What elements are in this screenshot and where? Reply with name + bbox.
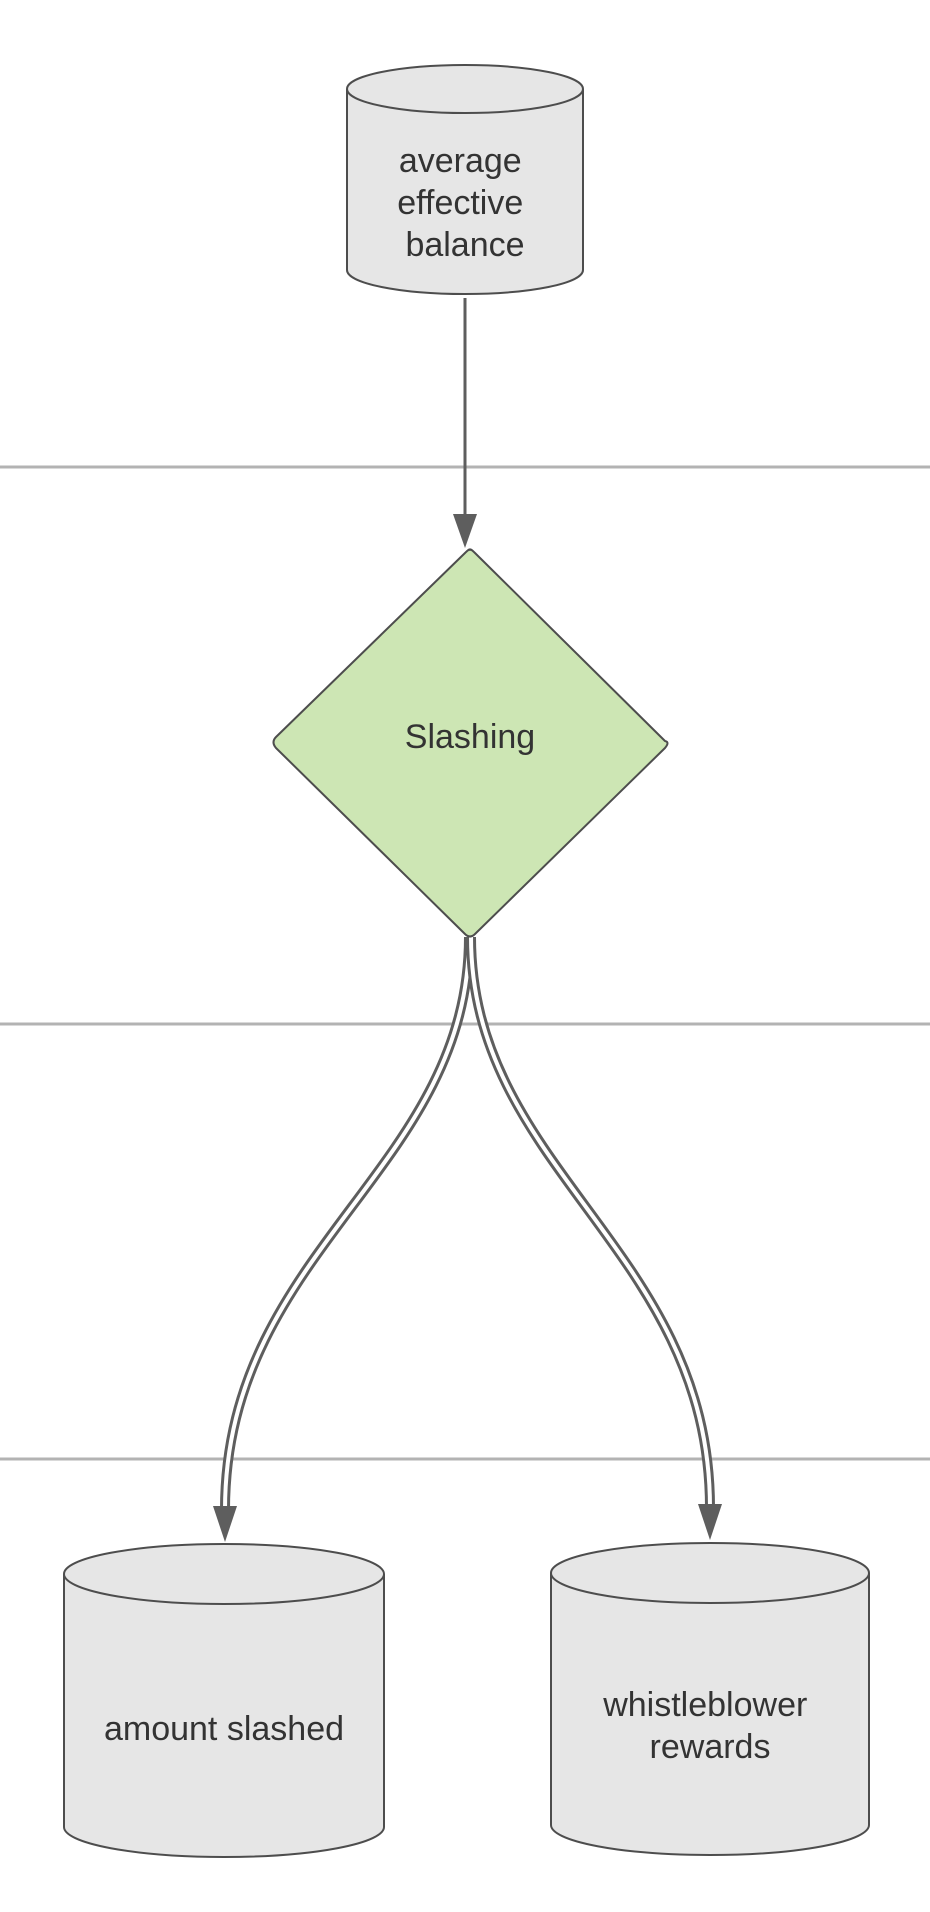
svg-text:whistleblower rewards: whistleblower rewards xyxy=(602,1686,817,1766)
node-label: Slashing xyxy=(405,718,535,756)
node-label-line: amount slashed xyxy=(104,1710,344,1748)
node-label-line: effective xyxy=(397,184,523,222)
node-label-line: rewards xyxy=(650,1728,771,1766)
svg-text:average effective: average effective balance xyxy=(397,142,532,264)
arrowhead xyxy=(453,514,477,548)
edge-slashing-to-whistleblower-rewards xyxy=(466,936,722,1540)
node-label-line: balance xyxy=(405,226,524,264)
node-label-line: whistleblower xyxy=(602,1686,807,1724)
arrowhead xyxy=(698,1504,722,1540)
node-average-effective-balance: average effective balance xyxy=(346,64,584,295)
edge-slashing-to-amount-slashed xyxy=(213,936,474,1542)
svg-text:amount slashed: amount slashed xyxy=(104,1710,344,1748)
node-whistleblower-rewards: whistleblower rewards xyxy=(550,1542,870,1856)
node-amount-slashed: amount slashed xyxy=(63,1543,385,1858)
node-label-line: average xyxy=(399,142,522,180)
edge-balance-to-slashing xyxy=(453,298,477,548)
node-slashing: Slashing xyxy=(272,548,669,938)
arrowhead xyxy=(213,1506,237,1542)
